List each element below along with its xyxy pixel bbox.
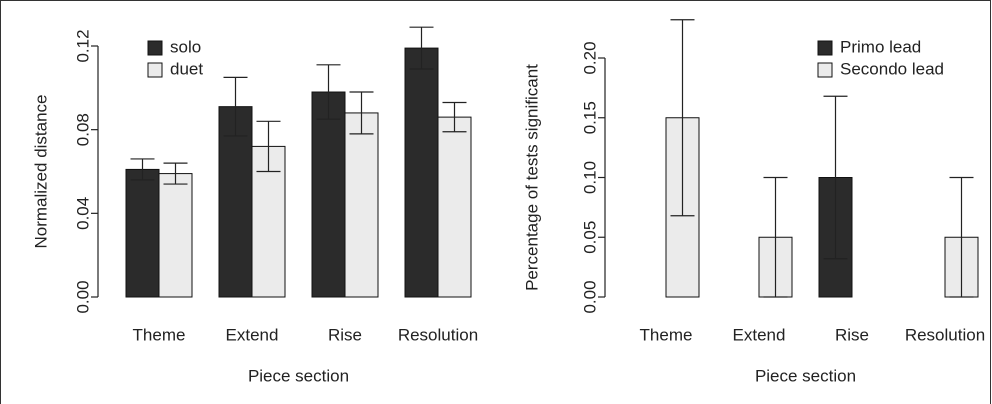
error-bar — [949, 176, 974, 298]
x-tick-label: Extend — [226, 325, 279, 344]
bar — [344, 112, 379, 298]
y-tick-label: 0.08 — [73, 113, 92, 146]
bar — [437, 116, 472, 298]
error-bar — [223, 76, 248, 137]
legend-label: duet — [170, 59, 203, 78]
error-bar — [409, 26, 434, 70]
x-tick-label: Rise — [835, 325, 869, 344]
error-bar — [130, 158, 155, 181]
legend-label: solo — [170, 37, 201, 56]
y-tick-label: 0.12 — [73, 29, 92, 62]
error-bar — [823, 95, 848, 260]
y-tick-label: 0.10 — [580, 161, 599, 194]
y-tick-label: 0.05 — [580, 221, 599, 254]
x-tick-label: Resolution — [905, 325, 985, 344]
x-tick-label: Theme — [640, 325, 693, 344]
y-tick-label: 0.20 — [580, 41, 599, 74]
y-tick-label: 0.00 — [580, 280, 599, 313]
legend-swatch — [817, 62, 833, 78]
bar — [218, 106, 253, 298]
x-tick-label: Resolution — [398, 325, 478, 344]
x-tick-label: Theme — [133, 325, 186, 344]
legend-label: Secondo lead — [840, 59, 944, 78]
y-tick-label: 0.15 — [580, 101, 599, 134]
error-bar — [256, 120, 281, 173]
error-bar — [670, 19, 695, 217]
legend-swatch — [817, 40, 833, 56]
error-bar — [316, 64, 341, 120]
y-tick-label: 0.04 — [73, 197, 92, 230]
x-axis-label: Piece section — [755, 366, 856, 385]
x-tick-label: Rise — [328, 325, 362, 344]
bar — [404, 47, 439, 298]
x-tick-label: Extend — [733, 325, 786, 344]
error-bar — [349, 91, 374, 135]
legend-swatch — [147, 40, 163, 56]
y-axis-label: Normalized distance — [31, 94, 50, 248]
y-tick-label: 0.00 — [73, 280, 92, 313]
y-axis-label: Percentage of tests significant — [522, 64, 541, 291]
legend-swatch — [147, 62, 163, 78]
x-axis-label: Piece section — [248, 366, 349, 385]
error-bar — [163, 162, 188, 185]
legend-label: Primo lead — [840, 37, 921, 56]
error-bar — [442, 101, 467, 133]
bar — [125, 168, 160, 298]
error-bar — [763, 176, 788, 298]
bar — [311, 91, 346, 298]
bar — [158, 173, 193, 298]
